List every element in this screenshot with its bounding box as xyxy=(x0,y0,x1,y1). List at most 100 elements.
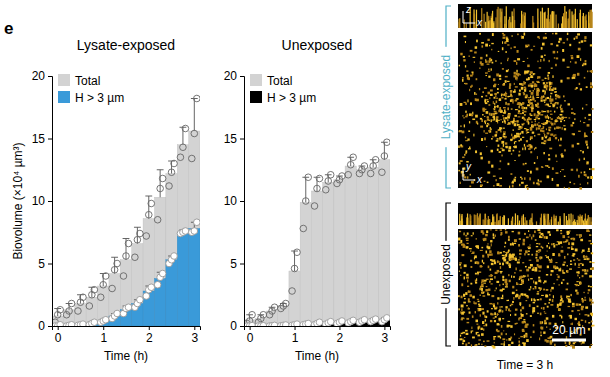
speckle xyxy=(560,108,562,110)
speckle xyxy=(555,64,557,66)
speckle xyxy=(569,10,570,28)
bar xyxy=(132,244,143,327)
speckle xyxy=(476,99,479,102)
speckle xyxy=(490,278,493,280)
speckle xyxy=(517,124,518,126)
speckle xyxy=(519,184,520,186)
speckle xyxy=(571,108,572,110)
speckle xyxy=(567,77,570,79)
speckle xyxy=(506,38,509,40)
speckle xyxy=(528,99,530,101)
speckle xyxy=(497,302,498,304)
tick: 20 xyxy=(32,69,52,83)
speckle xyxy=(584,158,585,160)
speckle xyxy=(467,176,469,178)
speckle xyxy=(549,83,551,85)
speckle xyxy=(537,36,539,38)
speckle xyxy=(576,234,579,235)
speckle xyxy=(531,92,534,95)
bar xyxy=(345,166,356,326)
speckle xyxy=(498,84,499,85)
speckle xyxy=(508,344,511,346)
speckle xyxy=(459,264,461,266)
speckle xyxy=(458,170,460,172)
speckle xyxy=(484,280,487,282)
speckle xyxy=(529,100,530,103)
speckle xyxy=(542,247,543,249)
speckle xyxy=(475,215,476,225)
bar xyxy=(166,260,177,326)
speckle xyxy=(491,128,492,129)
speckle xyxy=(517,102,520,105)
speckle xyxy=(550,111,552,112)
speckle xyxy=(487,310,489,312)
speckle xyxy=(521,178,522,180)
speckle xyxy=(515,267,516,270)
speckle xyxy=(544,91,545,94)
speckle xyxy=(482,255,484,258)
speckle xyxy=(547,132,550,134)
speckle xyxy=(490,240,492,242)
data-point xyxy=(294,321,301,326)
series xyxy=(244,139,390,326)
speckle xyxy=(520,177,522,178)
speckle xyxy=(537,124,538,126)
speckle xyxy=(526,46,528,47)
speckle xyxy=(555,155,556,158)
speckle xyxy=(538,122,539,123)
speckle xyxy=(538,113,540,115)
speckle xyxy=(459,162,461,164)
data-point xyxy=(134,236,141,243)
speckle xyxy=(525,217,526,225)
speckle xyxy=(537,18,538,28)
speckle xyxy=(495,60,496,61)
speckle xyxy=(508,239,510,241)
data-point xyxy=(260,311,267,318)
speckle xyxy=(526,107,528,109)
speckle xyxy=(490,89,493,91)
speckle xyxy=(497,222,498,225)
speckle xyxy=(474,13,475,28)
speckle xyxy=(501,141,504,144)
speckle xyxy=(548,158,550,160)
speckle xyxy=(521,126,523,128)
data-point xyxy=(327,171,334,178)
speckle xyxy=(524,118,525,120)
speckle xyxy=(468,130,470,132)
speckle xyxy=(474,214,475,225)
speckle xyxy=(489,303,492,305)
speckle xyxy=(519,83,522,85)
data-point xyxy=(171,160,178,167)
speckle xyxy=(489,45,490,46)
speckle xyxy=(488,16,489,28)
speckle xyxy=(487,12,488,28)
bar xyxy=(379,160,390,326)
speckle xyxy=(489,120,490,121)
speckle xyxy=(480,314,481,316)
speckle xyxy=(503,112,505,114)
speckle xyxy=(555,98,556,100)
speckle xyxy=(553,11,554,28)
speckle xyxy=(491,308,493,309)
speckle xyxy=(582,64,584,66)
speckle xyxy=(503,37,506,39)
y-axis: 05101520 xyxy=(224,69,245,333)
speckle xyxy=(502,217,503,225)
x-axis-title: Time (h) xyxy=(104,349,148,363)
speckle xyxy=(576,87,578,89)
speckle xyxy=(502,94,505,95)
data-point xyxy=(154,281,161,288)
speckle xyxy=(485,214,486,225)
speckle xyxy=(550,114,553,115)
speckle xyxy=(550,95,551,97)
tick: 0 xyxy=(230,319,244,333)
speckle xyxy=(582,264,584,266)
tick: 20 xyxy=(224,69,244,83)
speckle xyxy=(562,270,564,273)
speckle xyxy=(533,85,535,87)
data-point xyxy=(80,294,87,301)
speckle xyxy=(517,120,518,123)
speckle xyxy=(491,222,492,225)
data-point xyxy=(311,203,318,210)
speckle xyxy=(567,220,568,225)
